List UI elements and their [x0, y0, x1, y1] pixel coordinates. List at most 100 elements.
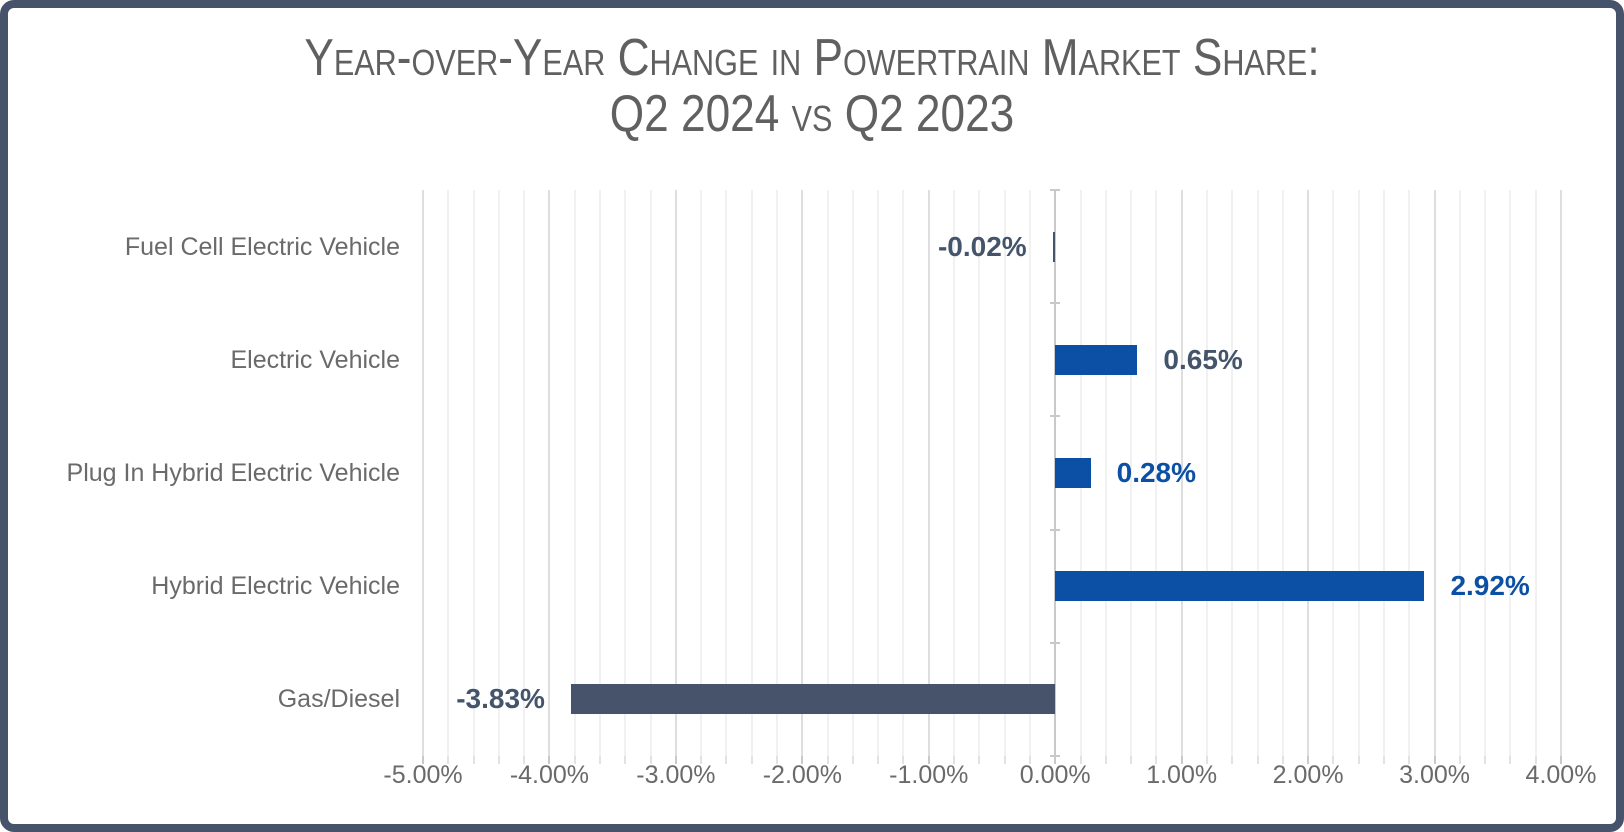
axis-tick-mark	[573, 756, 576, 764]
gridline-minor	[1357, 190, 1360, 756]
bar-fuel-cell-electric-vehicle	[1052, 231, 1056, 262]
axis-tick-mark	[1028, 756, 1031, 764]
axis-tick-mark	[750, 756, 753, 764]
gridline-minor	[1382, 190, 1385, 756]
gridline-minor	[902, 190, 905, 756]
gridline-minor	[1104, 190, 1107, 756]
axis-tick-mark	[1130, 756, 1133, 764]
gridline-minor	[497, 190, 500, 756]
axis-tick-mark	[1256, 756, 1259, 764]
chart-title-line2: Q2 2024 vs Q2 2023	[609, 85, 1015, 143]
x-axis-tick-label: -4.00%	[509, 761, 590, 789]
gridline-minor	[750, 190, 753, 756]
gridline-minor	[1028, 190, 1031, 756]
axis-tick-mark	[1534, 756, 1537, 764]
zero-axis-tick-cap	[1050, 642, 1061, 644]
axis-tick-mark	[1408, 756, 1411, 764]
gridline-minor	[624, 190, 627, 756]
gridline-minor	[1332, 190, 1335, 756]
axis-tick-mark	[599, 756, 602, 764]
axis-tick-mark	[776, 756, 779, 764]
axis-tick-mark	[826, 756, 829, 764]
axis-tick-mark	[472, 756, 475, 764]
category-label: Fuel Cell Electric Vehicle	[124, 232, 400, 261]
gridline-minor	[851, 190, 854, 756]
gridline-minor	[1534, 190, 1537, 756]
category-label: Plug In Hybrid Electric Vehicle	[66, 459, 400, 487]
gridline-minor	[978, 190, 981, 756]
gridline-minor	[649, 190, 652, 756]
axis-tick-mark	[1054, 756, 1057, 764]
gridline-minor	[1458, 190, 1461, 756]
gridline-minor	[1231, 190, 1234, 756]
gridline-minor	[877, 190, 880, 756]
gridline-minor	[1484, 190, 1487, 756]
gridline-major	[1433, 190, 1436, 756]
axis-tick-mark	[902, 756, 905, 764]
x-axis-tick-label: -3.00%	[636, 761, 716, 789]
x-axis-tick-label: 3.00%	[1399, 761, 1470, 789]
gridline-minor	[523, 190, 526, 756]
x-axis-tick-label: 1.00%	[1146, 761, 1218, 789]
value-label: 0.65%	[1163, 343, 1243, 375]
axis-tick-mark	[1357, 756, 1360, 764]
gridline-minor	[447, 190, 450, 756]
zero-axis-tick-cap	[1050, 415, 1061, 417]
gridline-minor	[1256, 190, 1259, 756]
gridline-minor	[1281, 190, 1284, 756]
gridline-minor	[1003, 190, 1006, 756]
axis-tick-mark	[801, 756, 804, 764]
gridline-minor	[1130, 190, 1133, 756]
bar-electric-vehicle	[1055, 344, 1138, 375]
x-axis-tick-label: -1.00%	[889, 761, 969, 789]
gridline-major	[422, 190, 424, 756]
gridline-major	[1180, 190, 1183, 756]
x-axis-tick-label: -5.00%	[383, 761, 463, 789]
x-axis-tick-label: -2.00%	[762, 761, 842, 789]
axis-tick-mark	[548, 756, 551, 764]
gridline-minor	[826, 190, 829, 756]
axis-tick-mark	[1433, 756, 1436, 764]
axis-tick-mark	[1205, 756, 1208, 764]
x-axis-tick-label: 2.00%	[1272, 761, 1344, 789]
axis-tick-mark	[1180, 756, 1183, 764]
gridline-minor	[1408, 190, 1411, 756]
bar-hybrid-electric-vehicle	[1055, 571, 1425, 602]
axis-tick-mark	[851, 756, 854, 764]
axis-tick-mark	[447, 756, 450, 764]
value-label: -3.83%	[456, 683, 545, 715]
axis-tick-mark	[1382, 756, 1385, 764]
axis-tick-mark	[1484, 756, 1487, 764]
axis-tick-mark	[1509, 756, 1512, 764]
value-label: 0.28%	[1116, 457, 1197, 488]
category-label: Gas/Diesel	[277, 685, 400, 714]
chart-title: Year-over-Year Change in Powertrain Mark…	[8, 30, 1616, 142]
chart-title-line1: Year-over-Year Change in Powertrain Mark…	[304, 29, 1320, 87]
gridline-minor	[472, 190, 475, 756]
axis-tick-mark	[953, 756, 956, 764]
gridline-major	[927, 190, 930, 756]
zero-axis-tick-cap	[1050, 189, 1061, 191]
axis-tick-mark	[422, 756, 424, 764]
axis-tick-mark	[1155, 756, 1158, 764]
bar-gas-diesel	[570, 684, 1056, 715]
gridline-minor	[573, 190, 576, 756]
axis-tick-mark	[1231, 756, 1234, 764]
value-label: 2.92%	[1450, 570, 1530, 602]
gridline-minor	[599, 190, 602, 756]
x-axis-tick-label: 4.00%	[1525, 761, 1597, 789]
axis-tick-mark	[700, 756, 703, 764]
zero-axis-tick-cap	[1050, 529, 1061, 531]
gridline-minor	[1509, 190, 1512, 756]
zero-axis-tick-cap	[1050, 755, 1061, 757]
axis-tick-mark	[649, 756, 652, 764]
gridline-major	[674, 190, 677, 756]
gridline-major	[1307, 190, 1310, 756]
category-label: Electric Vehicle	[230, 345, 400, 374]
x-axis-tick-label: 0.00%	[1019, 761, 1091, 789]
gridline-major	[1560, 190, 1562, 756]
gridline-minor	[700, 190, 703, 756]
axis-tick-mark	[1003, 756, 1006, 764]
gridline-minor	[725, 190, 728, 756]
